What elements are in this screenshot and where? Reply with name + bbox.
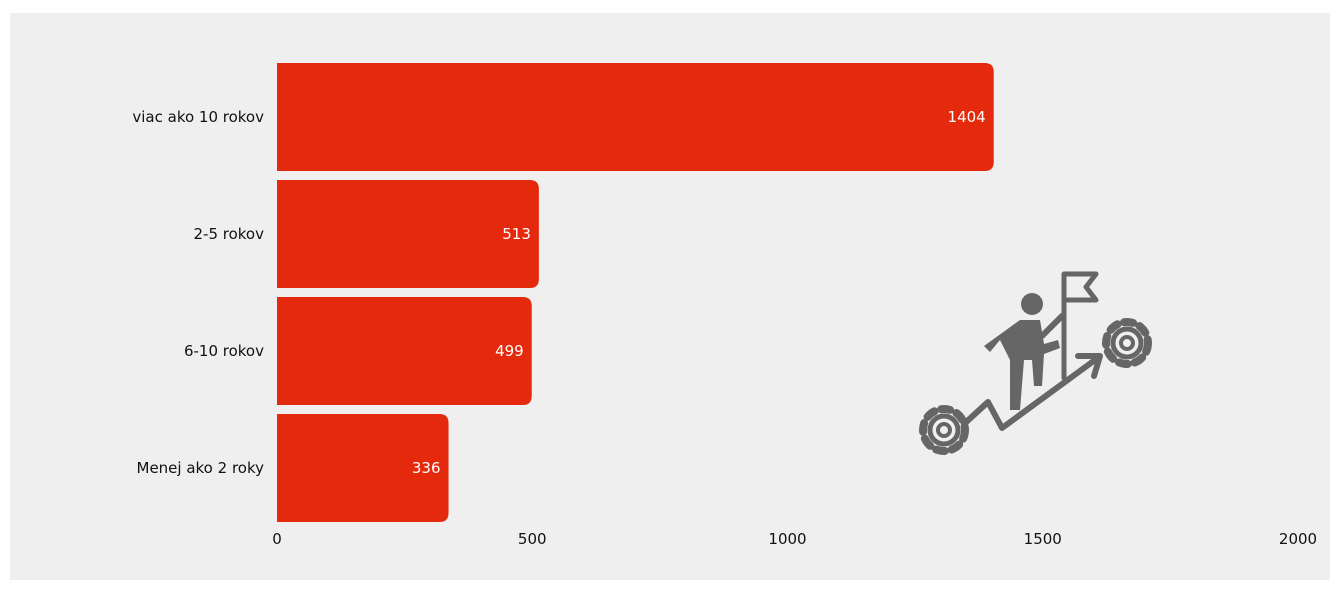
person-icon [984, 293, 1065, 410]
arrow-icon [961, 357, 1098, 431]
bar [277, 63, 994, 171]
category-label: 2-5 rokov [194, 225, 265, 243]
data-label: 336 [412, 459, 441, 477]
bar [277, 180, 539, 288]
flag-icon [1061, 271, 1099, 381]
climbing-person-gears-icon [919, 271, 1152, 455]
category-label: Menej ako 2 roky [137, 459, 265, 477]
x-tick-label: 0 [272, 530, 282, 548]
category-label: viac ako 10 rokov [132, 108, 264, 126]
bars-layer [277, 63, 994, 522]
data-label: 1404 [948, 108, 986, 126]
data-label: 499 [495, 342, 524, 360]
bar [277, 297, 532, 405]
category-label: 6-10 rokov [184, 342, 264, 360]
x-tick-label: 1000 [768, 530, 806, 548]
x-tick-label: 2000 [1279, 530, 1317, 548]
x-tick-label: 1500 [1024, 530, 1062, 548]
gear-icon [919, 405, 969, 455]
x-tick-label: 500 [518, 530, 547, 548]
labels-layer: viac ako 10 rokov 1404 2-5 rokov 513 6-10 ro… [132, 108, 985, 477]
data-label: 513 [502, 225, 531, 243]
gear-icon [1102, 318, 1152, 368]
bar [277, 414, 449, 522]
x-axis-ticks: 0 500 1000 1500 2000 [272, 530, 1317, 548]
